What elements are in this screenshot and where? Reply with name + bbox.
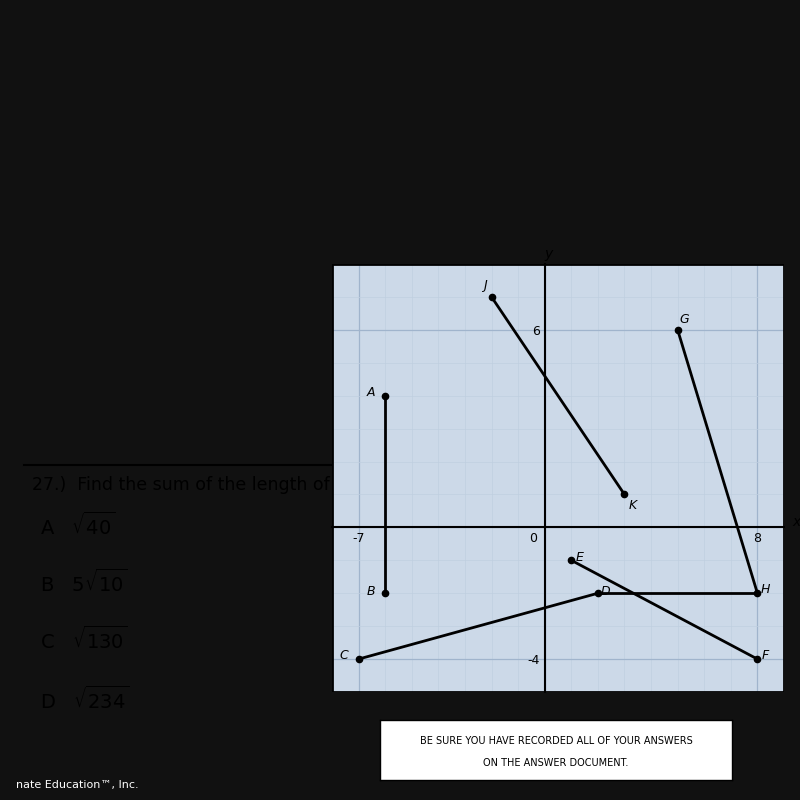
- Text: H: H: [761, 583, 770, 597]
- Text: C: C: [339, 650, 348, 662]
- Text: C   $\sqrt{130}$: C $\sqrt{130}$: [40, 626, 128, 653]
- Text: $\overline{CD}$: $\overline{CD}$: [566, 476, 594, 497]
- Text: $\overline{EF}$: $\overline{EF}$: [502, 476, 526, 497]
- Text: 0: 0: [529, 533, 537, 546]
- Text: ON THE ANSWER DOCUMENT.: ON THE ANSWER DOCUMENT.: [483, 758, 629, 768]
- Text: A: A: [366, 386, 375, 399]
- Text: nate Education™, Inc.: nate Education™, Inc.: [16, 781, 138, 790]
- Text: B   $5\sqrt{10}$: B $5\sqrt{10}$: [40, 569, 127, 596]
- Text: B: B: [366, 585, 375, 598]
- Text: F: F: [762, 650, 769, 662]
- Text: J: J: [483, 279, 486, 292]
- Text: 27.)  Find the sum of the length of line segments: 27.) Find the sum of the length of line …: [32, 476, 464, 494]
- Text: A   $\sqrt{40}$: A $\sqrt{40}$: [40, 512, 115, 539]
- Text: G: G: [679, 314, 689, 326]
- Text: D: D: [601, 585, 610, 598]
- Text: D   $\sqrt{234}$: D $\sqrt{234}$: [40, 686, 129, 713]
- Text: x: x: [792, 515, 800, 530]
- Text: and: and: [538, 476, 582, 494]
- Text: E: E: [575, 550, 583, 563]
- Text: .: .: [602, 476, 607, 494]
- Text: y: y: [545, 246, 553, 261]
- Text: BE SURE YOU HAVE RECORDED ALL OF YOUR ANSWERS: BE SURE YOU HAVE RECORDED ALL OF YOUR AN…: [420, 736, 692, 746]
- Text: K: K: [628, 499, 637, 513]
